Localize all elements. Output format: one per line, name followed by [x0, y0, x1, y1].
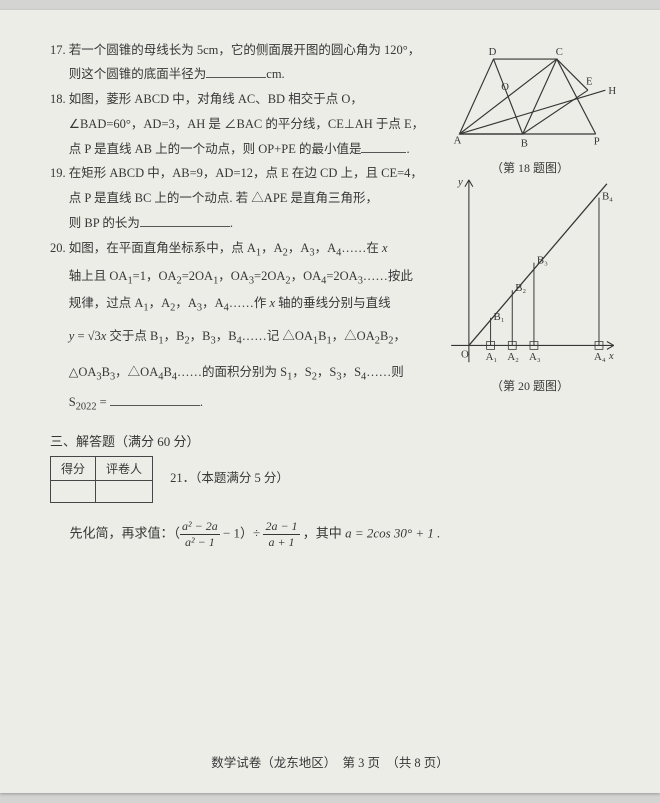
q18-l1: 如图，菱形 ABCD 中，对角线 AC、BD 相交于点 O，	[69, 92, 363, 106]
q17-unit: cm.	[266, 67, 284, 81]
fig20-caption: （第 20 题图）	[440, 377, 620, 394]
score-col1: 得分	[51, 456, 96, 480]
svg-text:P: P	[594, 136, 600, 148]
svg-text:A₄: A₄	[594, 351, 606, 363]
svg-text:B₂: B₂	[515, 282, 526, 294]
question-column: 17. 若一个圆锥的母线长为 5cm，它的侧面展开图的圆心角为 120°， 则这…	[50, 40, 430, 417]
score-cell1	[51, 480, 96, 502]
content-body: 17. 若一个圆锥的母线长为 5cm，它的侧面展开图的圆心角为 120°， 则这…	[50, 40, 620, 550]
q17-l2: 则这个圆锥的底面半径为	[69, 67, 207, 81]
q18-line1: 18. 如图，菱形 ABCD 中，对角线 AC、BD 相交于点 O，	[50, 89, 430, 111]
svg-text:x: x	[608, 350, 614, 362]
frac1: a² − 2aa² − 1	[180, 519, 220, 550]
section3-title: 三、解答题（满分 60 分）	[50, 431, 620, 450]
q17-num: 17.	[50, 43, 66, 57]
q20-line6: S2022 = .	[50, 392, 430, 417]
svg-text:C: C	[556, 46, 563, 58]
svg-text:B₁: B₁	[494, 311, 505, 323]
svg-text:O: O	[461, 348, 469, 360]
q18-num: 18.	[50, 92, 66, 106]
q19-l3: 则 BP 的长为	[69, 216, 140, 230]
page: { "page": { "width_px": 660, "height_px"…	[0, 10, 660, 793]
svg-text:H: H	[608, 85, 616, 97]
svg-text:B₃: B₃	[537, 255, 548, 267]
q20-line5: △OA3B3，△OA4B4……的面积分别为 S1，S2，S3，S4……则	[50, 357, 430, 390]
q20-line1: 20. 如图，在平面直角坐标系中，点 A1，A2，A3，A4……在 x	[50, 238, 430, 263]
q19-line3: 则 BP 的长为.	[50, 213, 430, 235]
score-col2: 评卷人	[96, 456, 153, 480]
q18-line2: ∠BAD=60°，AD=3，AH 是 ∠BAC 的平分线，CE⊥AH 于点 E，	[50, 114, 430, 136]
figure-20: O A₁ A₂ A₃ A₄ B₁ B₂ B₃ B₄ y x （第 20 题图）	[440, 170, 620, 394]
q17-line1: 17. 若一个圆锥的母线长为 5cm，它的侧面展开图的圆心角为 120°，	[50, 40, 430, 62]
q18-line3: 点 P 是直线 AB 上的一个动点，则 OP+PE 的最小值是.	[50, 139, 430, 161]
q18-blank	[361, 152, 406, 153]
q20-num: 20.	[50, 241, 66, 255]
page-footer: 数学试卷（龙东地区） 第 3 页 （共 8 页）	[0, 752, 660, 771]
score-row: 得分评卷人 21．（本题满分 5 分）	[50, 450, 620, 503]
svg-text:y: y	[457, 176, 463, 188]
q20-blank	[110, 405, 200, 406]
q18-suffix: .	[406, 142, 409, 156]
svg-text:E: E	[586, 75, 593, 87]
svg-text:B₄: B₄	[602, 191, 613, 203]
q20-l1a: 如图，在平面直角坐标系中，点 A	[69, 241, 256, 255]
q17-blank	[206, 77, 266, 78]
svg-text:A₂: A₂	[507, 351, 519, 363]
q20-line4: y = √3x 交于点 B1，B2，B3，B4……记 △OA1B1，△OA2B2…	[50, 321, 430, 354]
q19-suffix: .	[230, 216, 233, 230]
q21-equation: 先化简，再求值：（a² − 2aa² − 1 − 1）÷ 2a − 1a + 1…	[70, 519, 621, 550]
q17-l1: 若一个圆锥的母线长为 5cm，它的侧面展开图的圆心角为 120°，	[69, 43, 421, 57]
q19-num: 19.	[50, 166, 66, 180]
svg-text:A₁: A₁	[486, 351, 498, 363]
q19-blank	[140, 226, 230, 227]
svg-text:O: O	[501, 81, 509, 93]
frac2: 2a − 1a + 1	[263, 519, 299, 550]
svg-text:A: A	[454, 135, 462, 147]
q17-line2: 则这个圆锥的底面半径为 cm.	[50, 64, 430, 86]
q18-l3: 点 P 是直线 AB 上的一个动点，则 OP+PE 的最小值是	[69, 142, 362, 156]
q19-line2: 点 P 是直线 BC 上的一个动点. 若 △APE 是直角三角形，	[50, 188, 430, 210]
fig18-svg: A B P D C O E H	[440, 40, 620, 155]
svg-text:A₃: A₃	[529, 351, 541, 363]
figure-18: A B P D C O E H （第 18 题图）	[440, 40, 620, 176]
svg-text:B: B	[521, 138, 528, 150]
svg-text:D: D	[489, 46, 497, 58]
q19-line1: 19. 在矩形 ABCD 中，AB=9，AD=12，点 E 在边 CD 上，且 …	[50, 163, 430, 185]
q20-line3: 规律，过点 A1，A2，A3，A4……作 x 轴的垂线分别与直线	[50, 293, 430, 318]
score-cell2	[96, 480, 153, 502]
score-table: 得分评卷人	[50, 456, 153, 503]
q20-line2: 轴上且 OA1=1，OA2=2OA1，OA3=2OA2，OA4=2OA3……按此	[50, 266, 430, 291]
fig20-svg: O A₁ A₂ A₃ A₄ B₁ B₂ B₃ B₄ y x	[440, 170, 620, 375]
q21-label: 21．（本题满分 5 分）	[170, 467, 289, 486]
q19-l1: 在矩形 ABCD 中，AB=9，AD=12，点 E 在边 CD 上，且 CE=4…	[69, 166, 423, 180]
